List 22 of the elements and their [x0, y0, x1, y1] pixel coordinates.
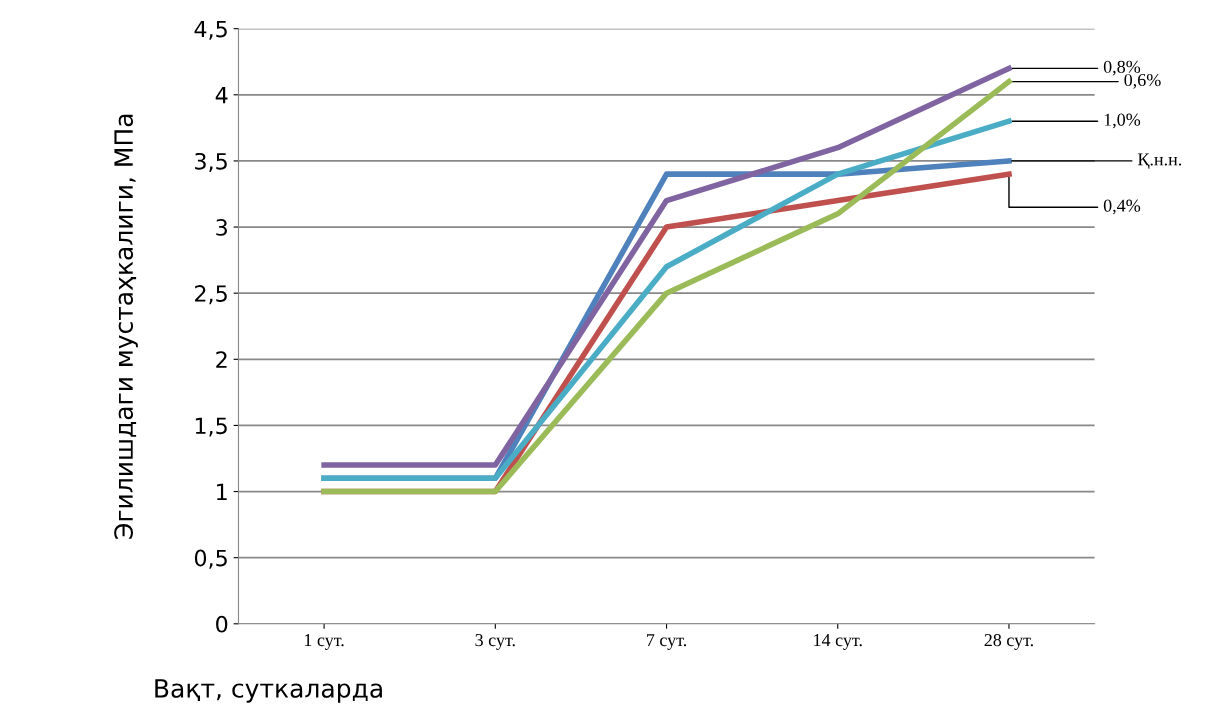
x-tick-label: 28 сут.: [984, 633, 1033, 650]
y-axis-title: Эгилишдаги мустаҳкалиги, МПа: [114, 114, 138, 539]
y-tick-label: 4,5: [194, 20, 227, 40]
y-tick-label: 1: [217, 483, 227, 500]
y-tick-label: 3: [216, 219, 227, 236]
y-tick-label: 0: [216, 615, 228, 633]
y-tick-label: 0,5: [194, 549, 227, 569]
text: 0,4%: [1103, 199, 1141, 215]
y-tick-label: 2,5: [195, 285, 227, 305]
text: 1,0%: [1104, 113, 1141, 129]
text: 0,6%: [1124, 73, 1161, 89]
text: 0,8%: [1103, 60, 1141, 76]
y-tick-label: 3,5: [195, 152, 227, 172]
y-tick-label: 1,5: [195, 417, 227, 437]
x-tick-label: 14 сут.: [814, 634, 862, 650]
y-tick-label: 2: [216, 351, 227, 368]
x-axis-title: Вақт, суткаларда: [155, 679, 382, 703]
text: Қ.н.н.: [1137, 153, 1182, 170]
x-tick-label: 3 сут.: [475, 634, 515, 650]
x-tick-label: 7 сут.: [647, 634, 687, 650]
x-tick-label: 1 сут.: [304, 634, 344, 650]
y-tick-label: 4: [215, 87, 228, 104]
